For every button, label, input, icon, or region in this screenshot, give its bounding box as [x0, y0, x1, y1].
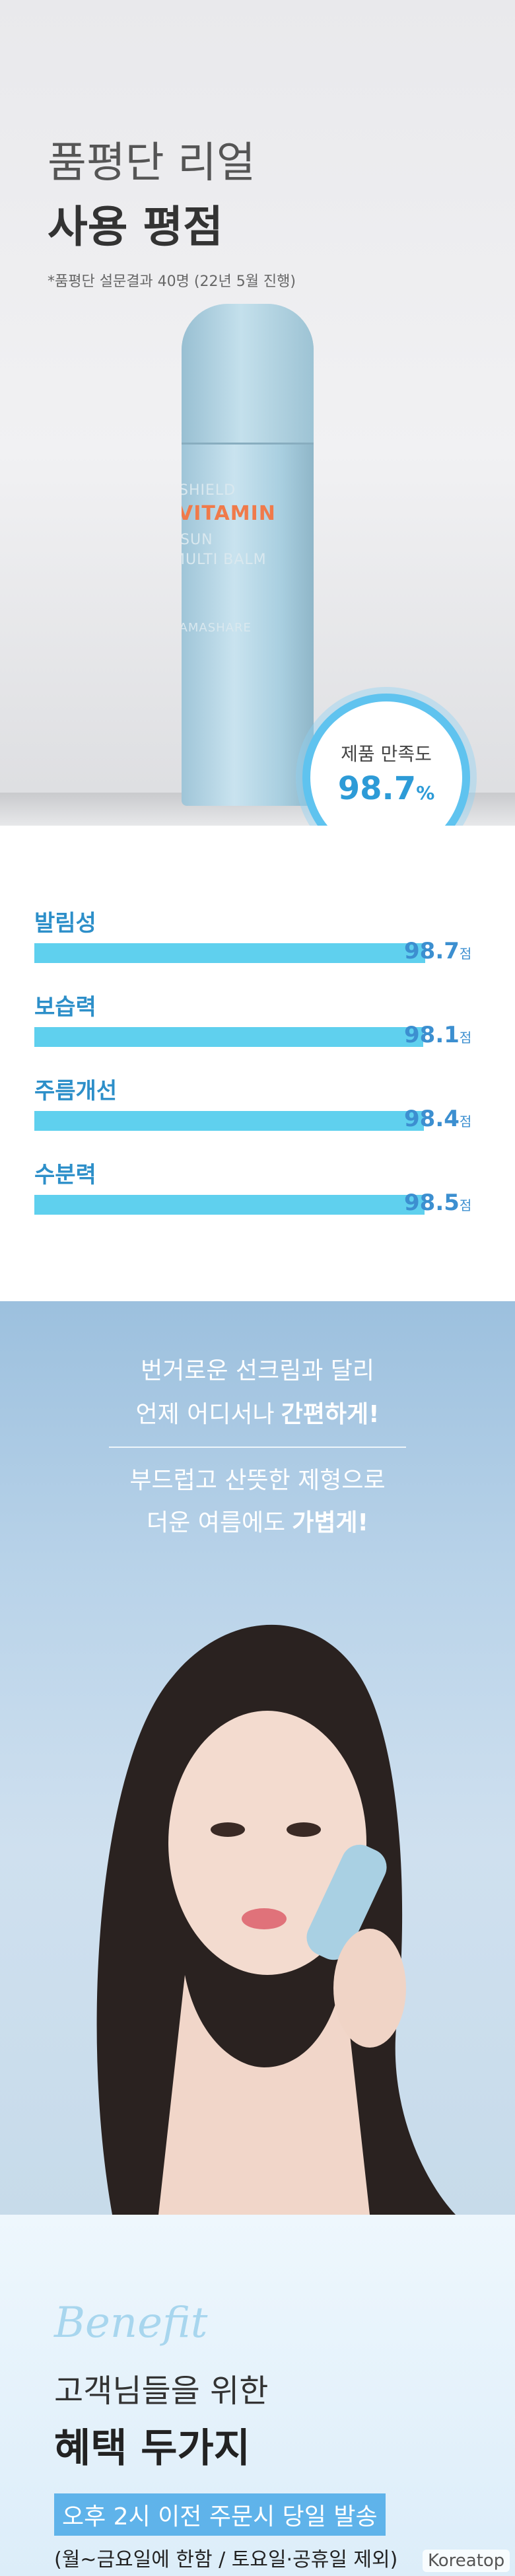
- survey-note: *품평단 설문결과 40명 (22년 5월 진행): [48, 273, 296, 290]
- rating-number: 98.7: [404, 938, 460, 964]
- product-cap: [182, 304, 314, 445]
- rating-number: 98.1: [404, 1022, 460, 1048]
- benefit-note: (월~금요일에 한함 / 토요일·공휴일 제외): [54, 2548, 398, 2571]
- benefit-script: Benefit: [54, 2299, 208, 2347]
- promo-emphasis: 가볍게!: [292, 1509, 368, 1536]
- rating-value: 98.4점: [404, 1106, 471, 1132]
- product-label: MULTI BALM: [182, 552, 267, 568]
- divider: [109, 1447, 406, 1448]
- rating-label: 보습력: [34, 994, 96, 1020]
- rating-number: 98.5: [404, 1190, 460, 1216]
- promo-text: 더운 여름에도: [147, 1509, 286, 1536]
- eye: [211, 1822, 245, 1837]
- rating-unit: 점: [459, 1030, 472, 1046]
- hand: [333, 1929, 406, 2048]
- badge-unit: %: [416, 782, 435, 804]
- title-line: 품평단 리얼: [48, 139, 256, 188]
- benefit-subtitle: 고객님들을 위한: [54, 2373, 269, 2410]
- face: [168, 1711, 366, 1975]
- product-label: SHIELD: [182, 482, 236, 499]
- neck: [158, 1975, 370, 2215]
- promo-line: 언제 어디서나 간편하게!: [0, 1395, 515, 1429]
- lips: [242, 1908, 287, 1929]
- benefit-highlight: 오후 2시 이전 주문시 당일 발송: [54, 2493, 386, 2536]
- ratings: [0, 826, 515, 1301]
- rating-label: 주름개선: [34, 1078, 118, 1104]
- promo-line: 부드럽고 산뜻한 제형으로: [129, 1467, 386, 1494]
- product-label: VITAMIN: [182, 502, 276, 525]
- model-photo: [96, 1624, 456, 2215]
- rating-bar: [34, 943, 426, 963]
- title-line: 사용 평점: [48, 201, 223, 252]
- promo-line: 번거로운 선크림과 달리: [140, 1357, 375, 1384]
- rating-unit: 점: [459, 946, 472, 962]
- brand-logo: Koreatop: [423, 2550, 510, 2572]
- promo-emphasis: 간편하게!: [281, 1401, 380, 1428]
- rating-value: 98.5점: [404, 1190, 471, 1216]
- badge-value: 98.7%: [310, 770, 462, 807]
- rating-bar: [34, 1111, 425, 1131]
- rating-number: 98.4: [404, 1106, 460, 1132]
- promo-line: 더운 여름에도 가볍게!: [0, 1503, 515, 1538]
- rating-label: 수분력: [34, 1162, 96, 1188]
- rating-bar: [34, 1027, 423, 1047]
- eye: [287, 1822, 321, 1837]
- badge-number: 98.7: [337, 770, 417, 807]
- rating-bar: [34, 1195, 425, 1215]
- badge-label: 제품 만족도: [341, 743, 432, 765]
- benefit-title: 혜택 두가지: [54, 2425, 250, 2472]
- rating-value: 98.1점: [404, 1022, 471, 1048]
- product-in-hand: [306, 1844, 387, 1960]
- rating-value: 98.7점: [404, 938, 471, 964]
- rating-unit: 점: [459, 1114, 472, 1129]
- rating-unit: 점: [459, 1198, 472, 1213]
- product-label: SUN: [182, 532, 213, 548]
- promo-text: 언제 어디서나: [135, 1401, 275, 1428]
- rating-label: 발림성: [34, 910, 96, 937]
